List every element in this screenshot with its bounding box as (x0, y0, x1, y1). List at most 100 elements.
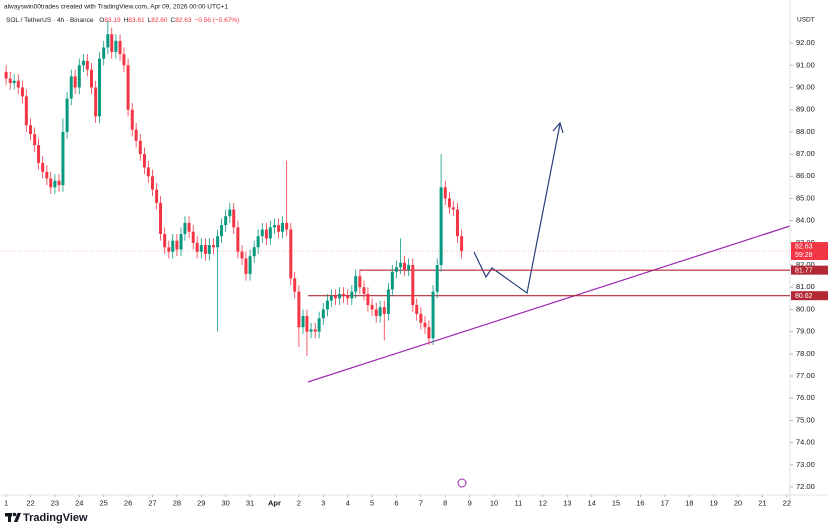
x-tick-label: 14 (587, 498, 595, 507)
candle-body (455, 209, 459, 237)
candle-body (191, 231, 195, 243)
candle-body (313, 329, 317, 332)
candle-body (199, 245, 203, 252)
y-tick-label: 86.00 (796, 171, 815, 180)
candle-body (358, 276, 362, 288)
y-tick-label: 92.00 (796, 38, 815, 47)
candle-body (447, 198, 451, 208)
y-tick-label: 81.00 (796, 282, 815, 291)
candle-body (37, 145, 41, 163)
candle-body (203, 245, 207, 254)
candle-body (81, 60, 85, 66)
candle-body (195, 242, 199, 252)
candle-body (20, 87, 24, 97)
candle-body (329, 296, 333, 301)
price-tag (791, 242, 828, 261)
candle-body (394, 267, 398, 272)
candle-body (350, 291, 354, 299)
x-tick-label: 22 (26, 498, 34, 507)
price-tag-label: 82.63 (795, 244, 813, 251)
candle-body (33, 134, 37, 146)
credit: alwayswin00trades created with TradingVi… (4, 4, 228, 11)
candle-body (293, 278, 297, 292)
projection-arrowhead (552, 121, 564, 134)
x-tick-label: 13 (563, 498, 571, 507)
candle-body (264, 229, 268, 239)
candle-body (382, 307, 386, 314)
candle-body (12, 80, 16, 84)
candle-body (98, 58, 102, 117)
x-tick-label: 27 (148, 498, 156, 507)
logo-part (12, 512, 17, 517)
candle-body (301, 316, 305, 328)
candle-body (57, 180, 61, 186)
candle-body (138, 140, 142, 155)
candle-body (220, 225, 224, 237)
candle-body (338, 293, 342, 299)
x-tick-label: 3 (321, 498, 325, 507)
candle-body (167, 247, 171, 252)
x-tick-label: 9 (468, 498, 472, 507)
candle-body (431, 291, 435, 339)
x-tick-label: 6 (394, 498, 398, 507)
candle-body (110, 34, 114, 52)
candle-body (240, 251, 244, 259)
candle-body (207, 245, 211, 254)
y-tick-label: 80.00 (796, 304, 815, 313)
brand-logo: TradingView (5, 512, 88, 524)
x-tick-label: 1 (4, 498, 8, 507)
projection-path (473, 123, 561, 295)
x-tick-label: 11 (515, 498, 523, 507)
candle-body (435, 265, 439, 292)
candle-body (73, 76, 77, 88)
candle-body (272, 225, 276, 228)
candle-body (211, 245, 215, 248)
candle-body (399, 262, 403, 268)
candle-body (41, 162, 45, 172)
x-tick-label: Apr (268, 498, 281, 507)
candle-body (317, 318, 321, 332)
candle-body (102, 47, 106, 59)
symbol-title: SOL / TetherUS · 4h · Binance (6, 17, 94, 24)
x-tick-label: 4 (346, 498, 350, 507)
y-unit: USDT (797, 17, 815, 24)
y-tick-label: 78.00 (796, 349, 815, 358)
candle-body (252, 247, 256, 257)
level-tag-label: 81.77 (795, 267, 813, 274)
candle-body (378, 307, 382, 317)
brand: TradingView (23, 512, 88, 524)
y-tick-label: 73.00 (796, 460, 815, 469)
candle-body (118, 40, 122, 55)
x-tick-label: 28 (173, 498, 181, 507)
y-tick-label: 87.00 (796, 149, 815, 158)
x-tick-label: 29 (197, 498, 205, 507)
ohlc-value: 82.63 (175, 17, 192, 24)
candle-body (281, 222, 285, 232)
x-tick-label: 23 (51, 498, 59, 507)
candle-body (386, 289, 390, 314)
x-tick-label: 5 (370, 498, 374, 507)
candle-body (53, 180, 57, 188)
candle-body (4, 71, 8, 79)
ohlc-value: 83.19 (104, 17, 121, 24)
candle-body (69, 76, 73, 99)
candle-body (45, 171, 49, 179)
candle-body (427, 327, 431, 339)
candle-body (297, 291, 301, 328)
y-tick-label: 82.00 (796, 260, 815, 269)
x-tick-label: 26 (124, 498, 132, 507)
candle-body (285, 222, 289, 230)
x-tick-label: 17 (661, 498, 669, 507)
x-tick-label: 10 (490, 498, 498, 507)
candle-body (460, 236, 464, 252)
y-tick-label: 79.00 (796, 327, 815, 336)
candle-body (346, 296, 350, 299)
logo-part (14, 513, 21, 522)
logo-part (8, 513, 11, 522)
ohlc-key: L (148, 17, 152, 24)
candle-body (114, 40, 118, 52)
candle-body (403, 262, 407, 270)
candle-body (171, 240, 175, 252)
candle-body (232, 209, 236, 228)
candle-body (321, 309, 325, 319)
